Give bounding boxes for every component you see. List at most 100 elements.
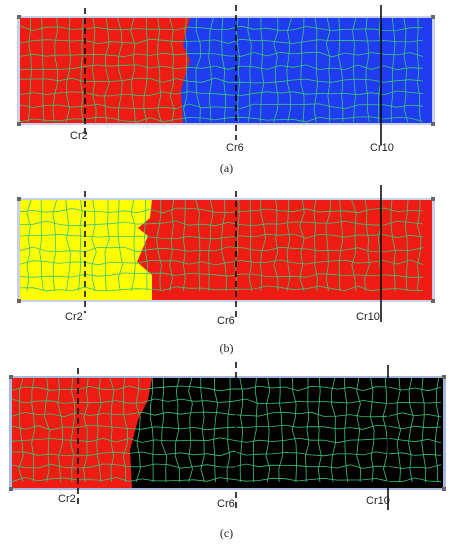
mesh-line xyxy=(20,259,424,266)
mesh-line xyxy=(130,200,136,292)
mesh-line xyxy=(12,450,442,457)
mesh-line xyxy=(143,18,148,123)
mesh-line xyxy=(109,378,115,483)
mesh-line xyxy=(396,378,401,483)
mesh-line xyxy=(416,200,422,292)
mesh-line xyxy=(92,18,97,123)
mesh-panel: Cr2 Cr6 Cr10 (b) xyxy=(17,185,435,355)
mesh-line xyxy=(78,200,83,292)
mesh-line xyxy=(130,18,136,123)
mesh-line xyxy=(20,272,424,278)
mesh-line xyxy=(117,18,123,123)
mesh-line xyxy=(117,200,123,292)
frame-handle xyxy=(431,299,435,303)
mesh-line xyxy=(299,200,305,292)
marker-label: Cr2 xyxy=(65,311,83,323)
mesh-line xyxy=(169,200,175,292)
mesh-line xyxy=(26,200,32,292)
mesh-line xyxy=(65,18,71,123)
mesh-line xyxy=(200,378,205,483)
marker-label: Cr2 xyxy=(70,130,88,142)
mesh-line xyxy=(434,378,440,482)
mesh-line xyxy=(195,18,201,123)
mesh-line xyxy=(20,64,424,71)
mesh-line xyxy=(252,378,258,482)
mesh-line xyxy=(70,378,76,483)
mesh-panel: Cr2 Cr6 Cr10 (a) xyxy=(17,5,435,175)
mesh-line xyxy=(52,18,58,123)
mesh-line xyxy=(364,200,370,292)
mesh-line xyxy=(65,200,71,292)
mesh-line xyxy=(343,378,348,483)
mesh-line xyxy=(226,378,231,483)
frame-handle xyxy=(431,197,435,201)
frame-handle xyxy=(17,299,21,303)
mesh-line xyxy=(20,116,424,123)
mesh-body xyxy=(20,200,432,300)
mesh-line xyxy=(247,18,252,123)
mesh-panel: Cr2 Cr6 Cr10 (c) xyxy=(9,362,446,540)
mesh-line xyxy=(338,200,344,292)
mesh-line xyxy=(20,51,424,58)
mesh-body xyxy=(20,18,432,123)
mesh-line xyxy=(161,378,167,483)
mesh-line xyxy=(416,18,421,123)
mesh-line xyxy=(278,378,284,483)
mesh-line xyxy=(156,200,162,292)
mesh-line xyxy=(351,200,357,292)
mesh-line xyxy=(248,200,253,292)
mesh-line xyxy=(221,18,227,123)
frame-handle xyxy=(17,197,21,201)
mesh-line xyxy=(273,18,279,123)
mesh-line xyxy=(325,200,331,292)
mesh-line xyxy=(325,18,331,123)
mesh-line xyxy=(195,200,201,292)
mesh-line xyxy=(273,200,279,292)
marker-label: Cr10 xyxy=(370,142,394,154)
mesh-line xyxy=(313,18,318,123)
mesh-line xyxy=(27,18,32,123)
frame-handle xyxy=(17,15,21,19)
frame-handle xyxy=(431,15,435,19)
mesh-line xyxy=(20,77,424,84)
marker-label: Cr10 xyxy=(356,311,380,323)
mesh-line xyxy=(122,378,128,483)
mesh-line xyxy=(182,200,186,292)
mesh-line xyxy=(300,18,305,123)
mesh-line xyxy=(291,378,297,483)
mesh-line xyxy=(104,18,110,123)
mesh-line xyxy=(57,378,63,483)
mesh-line xyxy=(96,378,102,483)
mesh-line xyxy=(44,378,50,483)
frame-handle xyxy=(9,375,13,379)
mesh-line xyxy=(104,200,110,292)
mesh-line xyxy=(286,200,291,292)
mesh-line xyxy=(403,18,409,123)
mesh-line xyxy=(265,378,271,483)
mesh-body xyxy=(12,378,443,488)
mesh-line xyxy=(12,463,442,469)
marker-label: Cr6 xyxy=(217,498,235,510)
mesh-line xyxy=(12,424,442,431)
mesh-line xyxy=(390,18,396,123)
mesh-line xyxy=(317,378,322,483)
mesh-line xyxy=(41,18,45,123)
mesh-line xyxy=(91,200,97,292)
mesh-line xyxy=(12,398,442,405)
mesh-line xyxy=(18,378,24,483)
mesh-line xyxy=(208,18,214,123)
marker-label: Cr6 xyxy=(217,315,235,327)
mesh-line xyxy=(338,18,344,122)
mesh-line xyxy=(352,18,357,123)
mesh-line xyxy=(188,378,193,483)
mesh-line xyxy=(80,18,84,123)
mesh-line xyxy=(239,378,244,483)
mesh-line xyxy=(213,378,219,483)
frame-handle xyxy=(17,122,21,126)
mesh-line xyxy=(52,200,58,292)
marker-label: Cr6 xyxy=(226,142,244,154)
mesh-line xyxy=(20,25,424,31)
marker-label: Cr10 xyxy=(366,495,390,507)
mesh-line xyxy=(390,200,396,292)
